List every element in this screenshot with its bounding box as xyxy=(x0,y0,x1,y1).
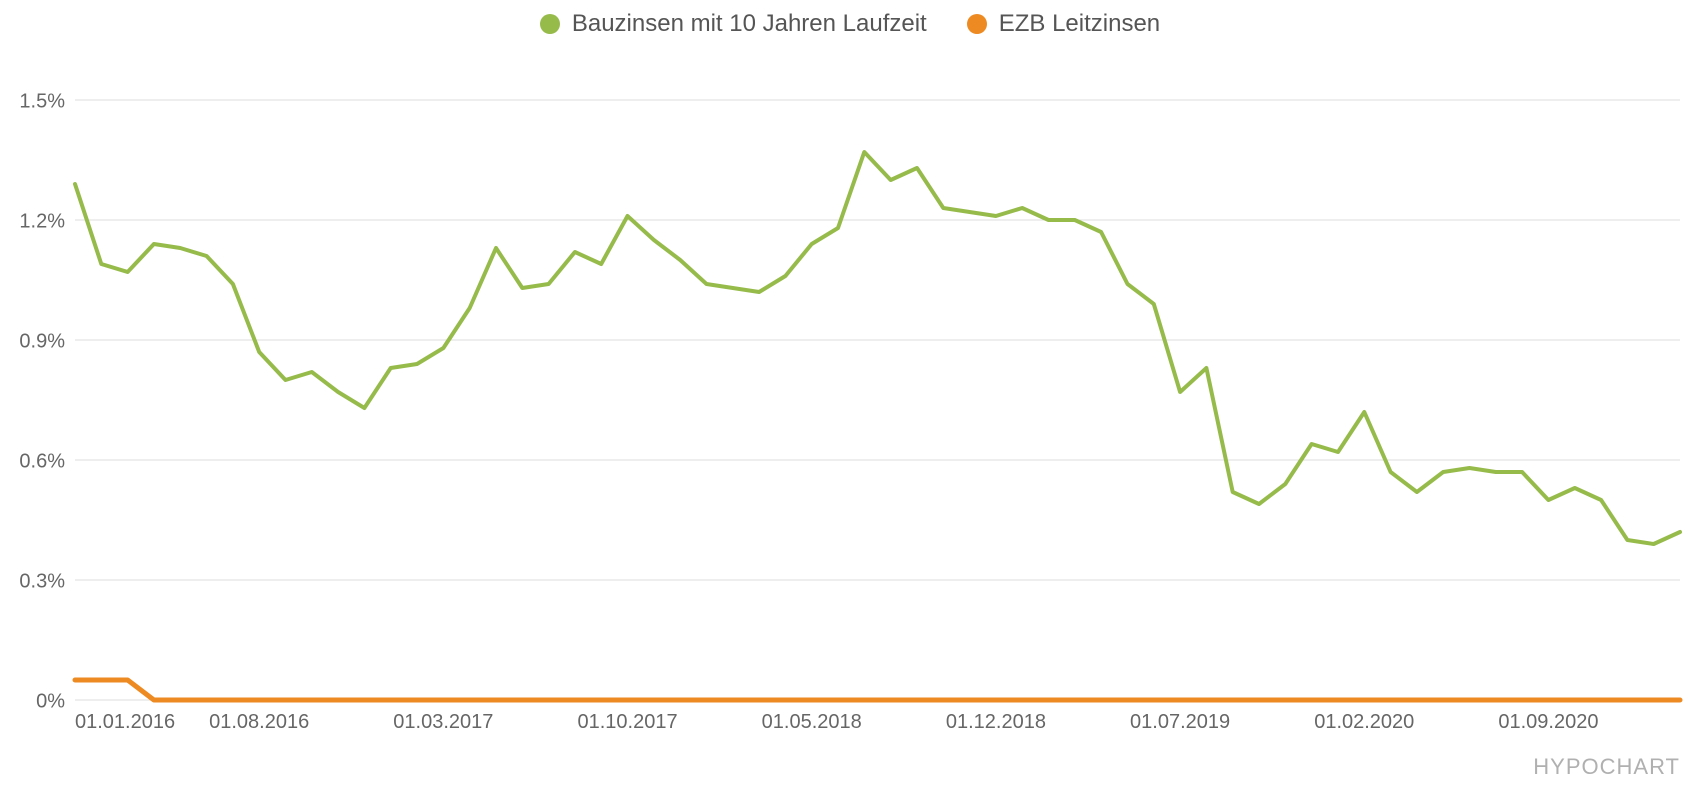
svg-text:01.07.2019: 01.07.2019 xyxy=(1130,711,1230,733)
chart-plot: 0% 0.3% 0.6% 0.9% 1.2% 1.5% 01.01.2016 01.08.20… xyxy=(0,0,1700,800)
svg-text:01.09.2020: 01.09.2020 xyxy=(1498,711,1598,733)
svg-text:01.05.2018: 01.05.2018 xyxy=(762,711,862,733)
svg-text:1.2%: 1.2% xyxy=(19,210,65,232)
svg-text:0%: 0% xyxy=(36,690,65,712)
svg-text:0.6%: 0.6% xyxy=(19,450,65,472)
svg-text:0.9%: 0.9% xyxy=(19,330,65,352)
svg-text:1.5%: 1.5% xyxy=(19,90,65,112)
chart-container: Bauzinsen mit 10 Jahren Laufzeit EZB Lei… xyxy=(0,0,1700,800)
svg-text:01.10.2017: 01.10.2017 xyxy=(577,711,677,733)
svg-text:01.01.2016: 01.01.2016 xyxy=(75,711,175,733)
svg-text:01.02.2020: 01.02.2020 xyxy=(1314,711,1414,733)
svg-text:01.12.2018: 01.12.2018 xyxy=(946,711,1046,733)
svg-text:0.3%: 0.3% xyxy=(19,570,65,592)
svg-text:01.08.2016: 01.08.2016 xyxy=(209,711,309,733)
svg-text:01.03.2017: 01.03.2017 xyxy=(393,711,493,733)
chart-watermark: HYPOCHART xyxy=(1533,754,1680,780)
